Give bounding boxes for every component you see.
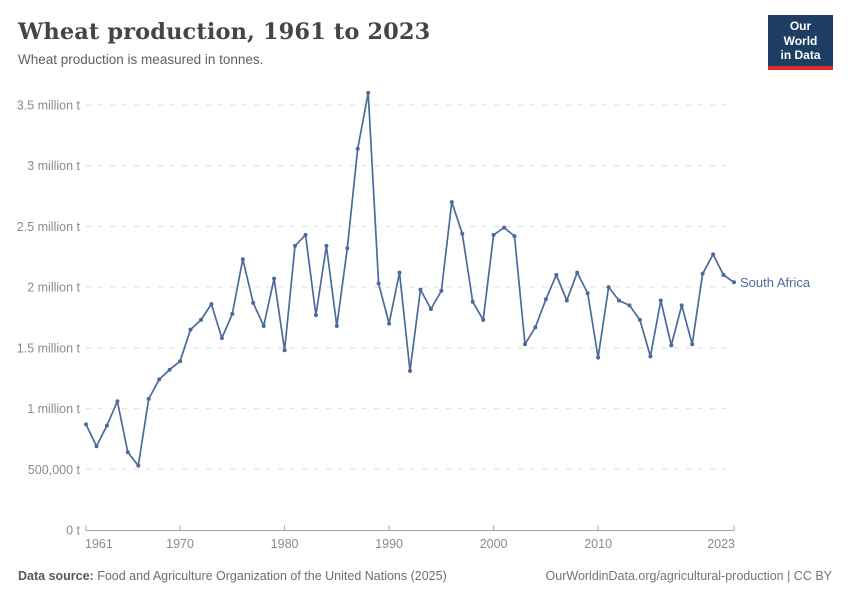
y-axis-tick-label: 3 million t: [27, 159, 80, 173]
x-axis-tick-label: 1961: [85, 537, 113, 551]
owid-logo-line1: Our World: [783, 19, 818, 48]
y-axis-tick-label: 500,000 t: [28, 463, 81, 477]
data-point-1979[interactable]: [272, 276, 277, 281]
data-point-2001[interactable]: [502, 225, 507, 230]
data-point-2000[interactable]: [491, 232, 496, 237]
data-point-1967[interactable]: [146, 396, 151, 401]
credit-link[interactable]: OurWorldinData.org/agricultural-producti…: [545, 569, 832, 583]
data-point-2016[interactable]: [658, 298, 663, 303]
data-point-2010[interactable]: [596, 355, 601, 360]
data-point-1970[interactable]: [178, 359, 183, 364]
page-title: Wheat production, 1961 to 2023: [18, 19, 431, 45]
series-line-south-africa[interactable]: [85, 92, 735, 467]
x-axis-tick-label: 1990: [375, 537, 403, 551]
data-point-1978[interactable]: [261, 324, 266, 328]
data-point-2017[interactable]: [669, 343, 674, 348]
data-point-2018[interactable]: [679, 303, 684, 308]
data-point-2012[interactable]: [617, 298, 621, 303]
data-point-2006[interactable]: [554, 273, 559, 277]
data-point-1987[interactable]: [355, 146, 360, 151]
data-point-2021[interactable]: [711, 252, 716, 257]
data-point-1971[interactable]: [188, 327, 193, 332]
data-point-1992[interactable]: [408, 368, 412, 373]
data-point-1981[interactable]: [293, 243, 297, 248]
data-point-1986[interactable]: [345, 246, 350, 251]
data-point-2015[interactable]: [648, 354, 653, 359]
data-point-1972[interactable]: [199, 317, 203, 322]
data-point-1977[interactable]: [251, 300, 256, 305]
y-axis-tick-label: 1 million t: [27, 402, 80, 416]
y-axis-tick-label: 2.5 million t: [17, 220, 81, 234]
data-point-1980[interactable]: [282, 348, 287, 353]
data-point-2004[interactable]: [533, 325, 538, 330]
series-label-south-africa[interactable]: South Africa: [740, 275, 811, 290]
data-point-1995[interactable]: [439, 288, 444, 293]
data-point-1966[interactable]: [136, 463, 141, 468]
data-point-1965[interactable]: [125, 450, 130, 455]
data-point-1991[interactable]: [397, 270, 402, 275]
data-point-1999[interactable]: [481, 317, 486, 322]
data-point-1974[interactable]: [219, 336, 224, 341]
data-source-text: Food and Agriculture Organization of the…: [97, 569, 447, 583]
data-point-2007[interactable]: [564, 298, 569, 303]
x-axis-tick-label: 2010: [584, 537, 612, 551]
data-point-1983[interactable]: [313, 313, 318, 318]
data-point-1982[interactable]: [303, 232, 308, 237]
data-point-1975[interactable]: [230, 311, 235, 316]
y-axis-tick-label: 2 million t: [27, 281, 80, 295]
data-point-2005[interactable]: [543, 297, 548, 302]
x-axis-tick-label: 2023: [707, 537, 735, 551]
chart-subtitle: Wheat production is measured in tonnes.: [18, 52, 264, 67]
data-point-2008[interactable]: [575, 270, 580, 275]
data-point-1985[interactable]: [334, 324, 339, 328]
data-point-2022[interactable]: [721, 273, 726, 277]
data-point-2013[interactable]: [627, 303, 632, 308]
data-point-1988[interactable]: [366, 90, 371, 95]
data-point-1993[interactable]: [418, 287, 423, 292]
data-point-1963[interactable]: [104, 423, 109, 428]
data-point-2011[interactable]: [606, 285, 611, 290]
y-axis-tick-label: 1.5 million t: [17, 341, 81, 355]
x-axis-tick-label: 2000: [480, 537, 508, 551]
data-point-1976[interactable]: [240, 257, 245, 262]
data-point-2023[interactable]: [732, 280, 736, 285]
owid-logo: Our World in Data: [768, 15, 833, 70]
data-point-1996[interactable]: [449, 200, 454, 205]
data-point-1969[interactable]: [167, 367, 172, 372]
data-point-2019[interactable]: [690, 342, 695, 347]
data-point-1961[interactable]: [84, 422, 88, 427]
data-point-1990[interactable]: [387, 321, 392, 326]
data-point-2014[interactable]: [637, 317, 642, 322]
data-point-1997[interactable]: [460, 231, 465, 236]
data-point-2003[interactable]: [523, 342, 527, 347]
y-axis-tick-label: 3.5 million t: [17, 99, 81, 113]
data-point-1989[interactable]: [376, 281, 381, 286]
data-point-2002[interactable]: [512, 234, 517, 239]
data-point-1973[interactable]: [209, 302, 214, 307]
x-axis-tick-label: 1970: [166, 537, 194, 551]
data-point-1968[interactable]: [157, 377, 162, 382]
data-point-2020[interactable]: [700, 271, 705, 276]
data-point-2009[interactable]: [585, 291, 590, 296]
data-point-1964[interactable]: [115, 399, 120, 404]
x-axis-tick-label: 1980: [271, 537, 299, 551]
owid-logo-line2: in Data: [780, 48, 821, 62]
data-point-1998[interactable]: [470, 299, 475, 304]
data-source-label: Data source:: [18, 569, 94, 583]
data-point-1962[interactable]: [94, 444, 99, 449]
data-point-1994[interactable]: [428, 307, 433, 311]
data-source: Data source: Food and Agriculture Organi…: [18, 569, 447, 583]
data-point-1984[interactable]: [324, 243, 329, 248]
y-axis-tick-label: 0 t: [66, 524, 80, 538]
